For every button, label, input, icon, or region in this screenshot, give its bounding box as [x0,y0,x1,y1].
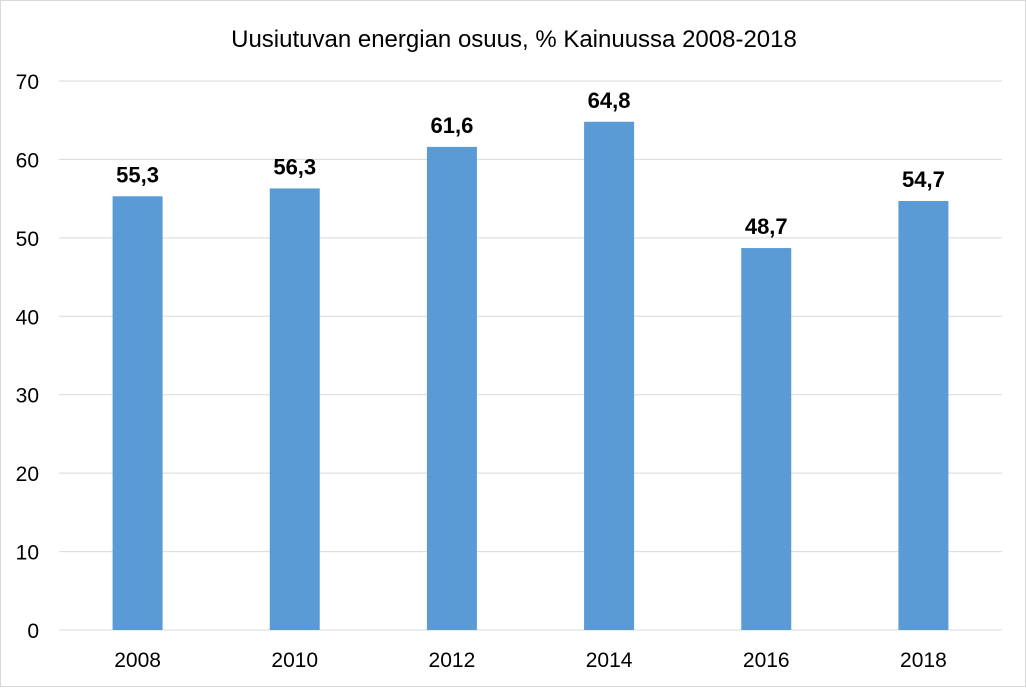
x-tick-label: 2018 [900,649,947,672]
x-tick-label: 2010 [271,649,318,672]
gridlines [59,80,1002,631]
y-tick-label: 0 [27,620,39,643]
x-tick-label: 2008 [114,649,161,672]
x-tick-label: 2014 [586,649,633,672]
bar-2014 [584,121,635,630]
data-label: 48,7 [745,214,788,239]
chart-title: Uusiutuvan energian osuus, % Kainuussa 2… [231,26,797,53]
data-label: 56,3 [273,154,316,179]
data-label: 54,7 [902,167,945,192]
bar-2008 [112,196,163,631]
bar-2012 [426,146,477,630]
bar-2018 [898,200,949,630]
x-tick-label: 2012 [429,649,476,672]
data-label: 55,3 [116,162,159,187]
x-axis-ticks: 2008 2010 2012 2014 2016 2018 [114,649,947,672]
y-tick-label: 10 [16,542,39,565]
bar-2016 [741,248,792,630]
bars [112,121,949,631]
y-tick-label: 70 [16,71,39,94]
x-tick-label: 2016 [743,649,790,672]
y-axis-ticks: 0 10 20 30 40 50 60 70 [16,71,39,643]
data-label: 64,8 [588,88,631,113]
y-tick-label: 40 [16,306,39,329]
bar-2010 [269,188,320,630]
y-tick-label: 60 [16,149,39,172]
y-tick-label: 50 [16,228,39,251]
data-label: 61,6 [431,113,474,138]
y-tick-label: 20 [16,463,39,486]
data-labels: 55,3 56,3 61,6 64,8 48,7 54,7 [116,88,945,239]
y-tick-label: 30 [16,385,39,408]
